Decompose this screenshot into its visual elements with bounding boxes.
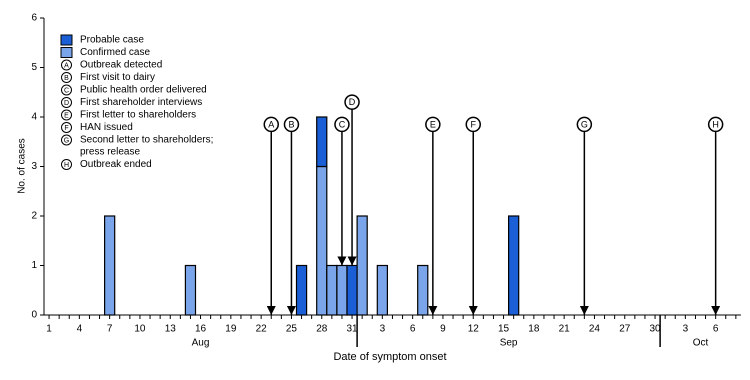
legend-letter: E: [64, 112, 69, 119]
bar: [356, 215, 368, 316]
annotation-circle: [344, 94, 360, 110]
x-tick-label: 9: [440, 324, 446, 335]
x-tick-label: 21: [559, 324, 571, 335]
x-tick-label: 24: [589, 324, 601, 335]
legend-label: Probable case: [80, 35, 144, 46]
annotation-circle: [425, 116, 441, 133]
legend-letter: D: [64, 100, 69, 107]
bar: [346, 264, 358, 316]
legend-letter: F: [64, 125, 68, 132]
legend-circle: [61, 72, 72, 83]
x-tick-label: 15: [498, 324, 510, 335]
bar: [417, 264, 429, 316]
y-tick-label: 1: [31, 260, 37, 271]
bar: [508, 215, 520, 316]
legend-label: Second letter to shareholders;: [80, 135, 213, 146]
legend-circle: [61, 159, 72, 170]
annotation-circle: [283, 116, 300, 133]
bar: [376, 264, 388, 316]
x-tick-label: 16: [195, 324, 207, 335]
bar: [316, 165, 328, 316]
bar: [316, 116, 328, 168]
legend-label: Outbreak ended: [80, 159, 152, 170]
annotation-label: D: [349, 97, 356, 107]
legend-label: First letter to shareholders: [80, 110, 196, 121]
legend-circle: [61, 84, 72, 96]
legend-swatch: [60, 34, 73, 46]
legend-label: First visit to dairy: [80, 72, 155, 83]
legend-letter: H: [64, 162, 69, 169]
month-label: Aug: [192, 338, 210, 349]
x-tick-label: 19: [225, 324, 237, 335]
legend-letter: G: [64, 137, 69, 144]
month-label: Oct: [693, 338, 709, 349]
annotation-circle: [576, 116, 593, 133]
bar: [103, 215, 116, 316]
x-tick-label: 22: [256, 324, 268, 335]
x-tick-label: 6: [410, 324, 416, 335]
legend-label: press release: [80, 147, 140, 158]
x-axis-title: Date of symptom onset: [333, 351, 446, 363]
annotation-label: B: [288, 119, 294, 129]
legend-label: HAN issued: [80, 122, 133, 133]
annotation-circle: [263, 116, 279, 133]
x-tick-label: 27: [619, 324, 631, 335]
x-tick-label: 31: [346, 324, 358, 335]
bar: [295, 264, 308, 316]
x-tick-label: 10: [134, 324, 146, 335]
x-tick-label: 13: [165, 324, 177, 335]
x-tick-label: 28: [316, 324, 328, 335]
annotation-label: A: [268, 119, 274, 129]
bar: [336, 264, 348, 316]
x-tick-label: 30: [649, 324, 661, 335]
legend-letter: A: [64, 62, 69, 69]
month-label: Sep: [500, 338, 518, 349]
y-tick-label: 4: [31, 112, 37, 123]
x-tick-label: 25: [286, 324, 298, 335]
legend-swatch: [60, 47, 73, 58]
annotation-circle: [465, 116, 481, 133]
y-tick-label: 0: [31, 310, 37, 321]
y-axis-title: No. of cases: [17, 138, 28, 194]
y-tick-label: 5: [31, 62, 37, 73]
legend-letter: C: [64, 87, 69, 94]
annotation-label: F: [471, 119, 477, 129]
x-tick-label: 3: [380, 324, 386, 335]
annotation-label: G: [581, 119, 588, 129]
legend-circle: [61, 134, 72, 146]
x-tick-label: 12: [468, 324, 480, 335]
y-tick-label: 2: [31, 211, 37, 222]
annotation-circle: [707, 116, 724, 133]
legend-letter: B: [64, 75, 69, 82]
legend-circle: [61, 97, 72, 108]
bar: [326, 264, 338, 316]
x-tick-label: 3: [683, 324, 689, 335]
bar: [184, 264, 197, 316]
legend-label: Outbreak detected: [80, 60, 162, 71]
annotation-label: C: [339, 119, 346, 129]
y-tick-label: 6: [31, 13, 37, 24]
x-tick-label: 4: [77, 324, 83, 335]
legend-circle: [61, 109, 72, 121]
legend-circle: [61, 122, 72, 133]
legend-circle: [61, 59, 72, 71]
x-tick-label: 7: [107, 324, 113, 335]
y-tick-label: 3: [31, 161, 37, 172]
legend-label: Confirmed case: [80, 47, 150, 58]
annotation-label: H: [712, 119, 719, 129]
x-tick-label: 6: [713, 324, 719, 335]
annotation-label: E: [430, 119, 436, 129]
x-tick-label: 1: [46, 324, 52, 335]
legend-label: Public health order delivered: [80, 85, 207, 96]
x-tick-label: 18: [528, 324, 540, 335]
annotation-circle: [334, 116, 350, 133]
legend-label: First shareholder interviews: [80, 97, 202, 108]
